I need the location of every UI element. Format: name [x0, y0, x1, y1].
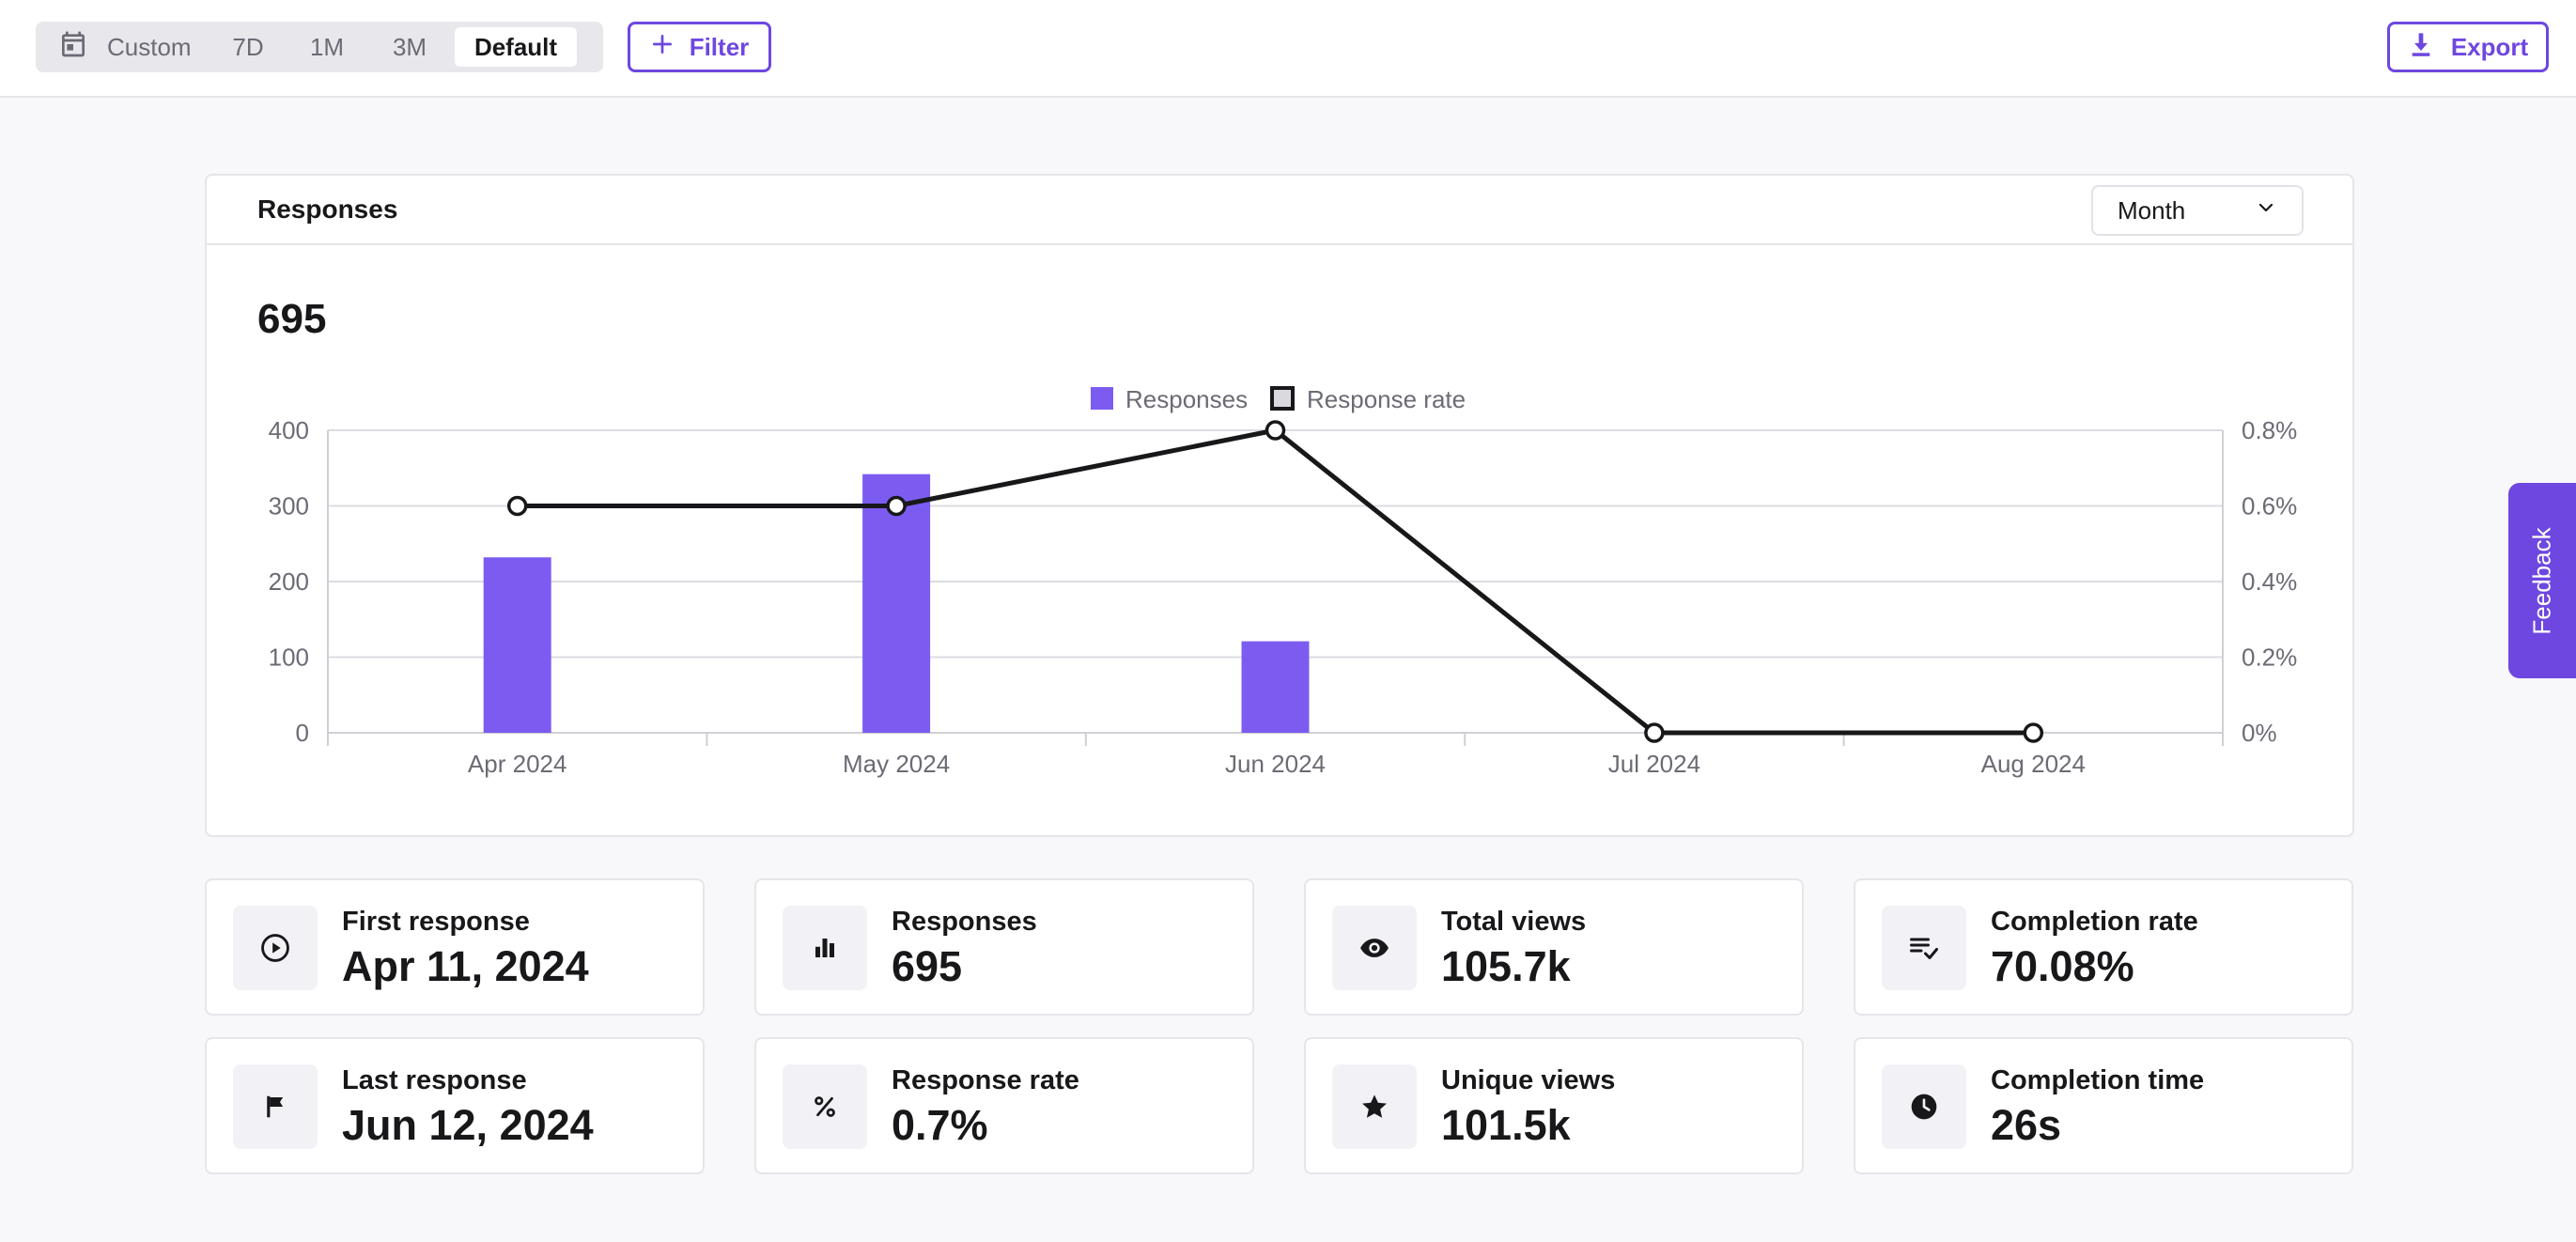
y-left-tick-label: 100: [269, 644, 309, 672]
stat-label: Response rate: [892, 1065, 1079, 1095]
legend-swatch-response-rate: [1270, 386, 1295, 411]
stat-value: 0.7%: [892, 1101, 988, 1149]
y-left-tick-label: 400: [269, 416, 309, 444]
y-left-tick-label: 0: [296, 719, 309, 747]
stat-last-response: Last response Jun 12, 2024: [205, 1037, 705, 1174]
chart-total: 695: [257, 296, 327, 342]
stat-label: Last response: [342, 1065, 527, 1095]
stat-completion-time: Completion time 26s: [1854, 1037, 2353, 1174]
stat-value: Apr 11, 2024: [342, 942, 589, 990]
calendar-icon: [58, 29, 88, 66]
stat-label: Completion rate: [1991, 907, 2198, 937]
point-response-rate: [506, 495, 528, 517]
legend-label-response-rate: Response rate: [1307, 385, 1466, 413]
chart-title: Responses: [257, 194, 398, 224]
responses-chart-card: Responses Month 695 0 100 200 300 400 0% 0.2% 0…: [205, 174, 2354, 837]
bar-responses: [483, 557, 551, 733]
filter-button[interactable]: Filter: [628, 22, 771, 72]
stat-first-response: First response Apr 11, 2024: [205, 878, 705, 1016]
stat-label: First response: [342, 907, 530, 937]
feedback-tab[interactable]: Feedback: [2508, 483, 2576, 678]
y-right-tick-label: 0%: [2242, 719, 2277, 747]
bar-chart-icon: [783, 906, 867, 990]
top-toolbar: Custom 7D 1M 3M Default Filter Export: [0, 0, 2576, 98]
range-3m-button[interactable]: 3M: [392, 32, 427, 61]
x-tick-label: Apr 2024: [468, 750, 567, 778]
period-select[interactable]: Month: [2091, 185, 2304, 236]
stat-responses: Responses 695: [754, 878, 1254, 1016]
point-response-rate: [886, 495, 907, 517]
stat-value: Jun 12, 2024: [342, 1101, 594, 1149]
range-7d-button[interactable]: 7D: [232, 32, 264, 61]
stat-value: 695: [892, 942, 963, 990]
x-tick-label: Jul 2024: [1608, 750, 1700, 778]
legend-swatch-responses: [1091, 387, 1113, 410]
list-check-icon: [1882, 906, 1966, 990]
stat-label: Total views: [1441, 907, 1587, 937]
point-response-rate: [1265, 420, 1286, 441]
percent-icon: [783, 1064, 867, 1149]
export-label: Export: [2450, 32, 2529, 61]
bar-responses: [862, 474, 931, 733]
stat-label: Responses: [892, 907, 1037, 937]
stat-value: 26s: [1991, 1101, 2062, 1149]
clock-icon: [1882, 1064, 1966, 1149]
chevron-down-icon: [2255, 196, 2277, 225]
y-left-tick-label: 300: [269, 492, 309, 520]
y-right-tick-label: 0.4%: [2242, 567, 2297, 596]
point-response-rate: [1644, 722, 1665, 743]
stat-total-views: Total views 105.7k: [1304, 878, 1804, 1016]
download-icon: [2408, 30, 2434, 65]
date-range-group: Custom 7D 1M 3M Default: [36, 22, 603, 72]
stat-label: Unique views: [1441, 1065, 1616, 1095]
eye-icon: [1332, 906, 1417, 990]
stat-label: Completion time: [1991, 1065, 2205, 1095]
stat-value: 105.7k: [1441, 942, 1571, 990]
y-left-tick-label: 200: [269, 567, 309, 596]
flag-icon: [233, 1064, 318, 1149]
range-1m-button[interactable]: 1M: [309, 32, 345, 61]
chart-header: Responses Month: [207, 176, 2352, 245]
stat-unique-views: Unique views 101.5k: [1304, 1037, 1804, 1174]
plus-icon: [650, 32, 675, 63]
stat-completion-rate: Completion rate 70.08%: [1854, 878, 2353, 1016]
legend-label-responses: Responses: [1125, 385, 1248, 413]
star-icon: [1332, 1064, 1417, 1149]
x-tick-label: May 2024: [843, 750, 950, 778]
y-right-tick-label: 0.8%: [2242, 416, 2297, 444]
range-custom-label: Custom: [107, 32, 192, 61]
range-default-button[interactable]: Default: [455, 27, 577, 67]
filter-label: Filter: [689, 32, 750, 61]
x-tick-label: Jun 2024: [1225, 750, 1326, 778]
stat-value: 101.5k: [1441, 1101, 1571, 1149]
y-right-tick-label: 0.2%: [2242, 644, 2297, 672]
range-custom-button[interactable]: Custom: [41, 27, 210, 67]
y-right-tick-label: 0.6%: [2242, 492, 2297, 520]
stat-response-rate: Response rate 0.7%: [754, 1037, 1254, 1174]
point-response-rate: [2023, 722, 2044, 743]
play-circle-icon: [233, 906, 318, 990]
export-button[interactable]: Export: [2387, 22, 2549, 72]
x-tick-label: Aug 2024: [1981, 750, 2086, 778]
feedback-label: Feedback: [2527, 526, 2556, 635]
bar-responses: [1241, 641, 1310, 733]
stat-value: 70.08%: [1991, 942, 2134, 990]
responses-chart: 0 100 200 300 400 0% 0.2% 0.4% 0.6% 0.8% Apr 2024 M…: [269, 385, 2298, 778]
period-select-value: Month: [2118, 195, 2186, 225]
